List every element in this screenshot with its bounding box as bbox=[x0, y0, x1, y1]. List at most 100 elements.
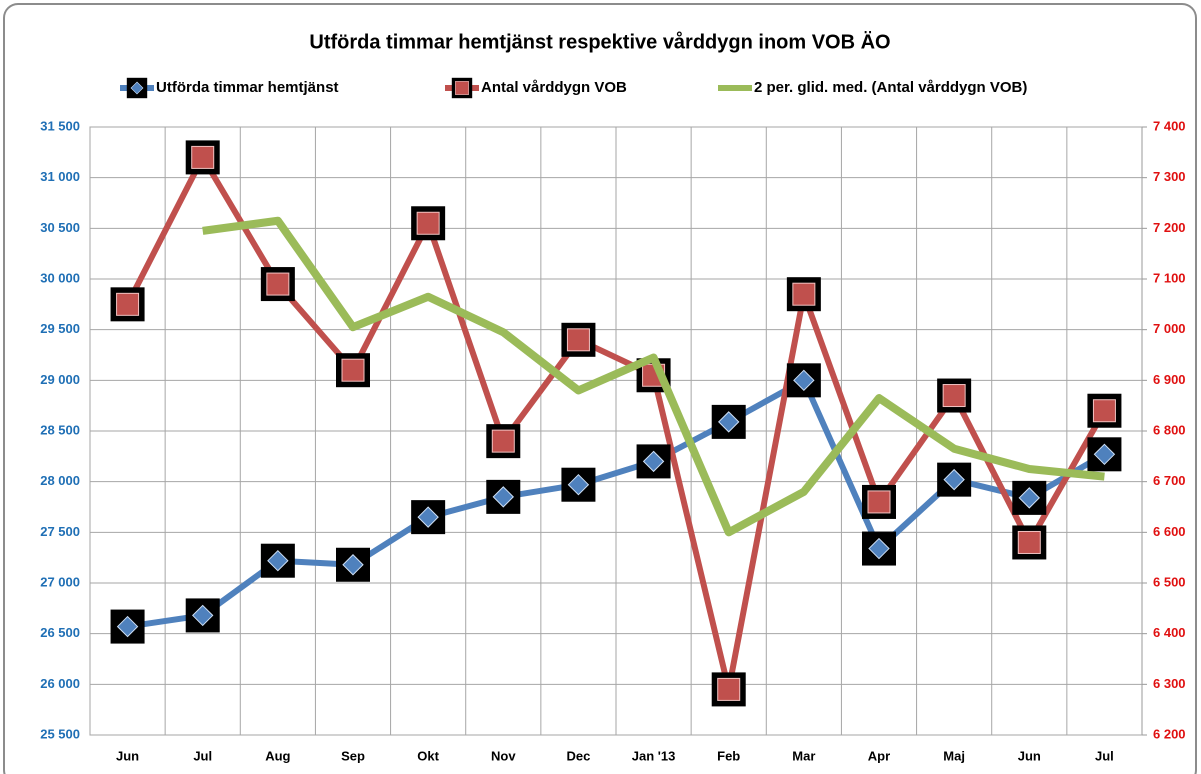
marker bbox=[411, 206, 446, 241]
marker-diamond bbox=[1018, 487, 1040, 509]
marker-square bbox=[116, 292, 140, 316]
x-tick-label: Jul bbox=[1095, 748, 1114, 763]
y-tick-label: 26 500 bbox=[40, 625, 80, 640]
x-tick-label: Feb bbox=[717, 748, 740, 763]
marker bbox=[937, 462, 972, 497]
y2-tick-label: 6 200 bbox=[1153, 726, 1186, 741]
marker bbox=[336, 547, 370, 582]
y-tick-label: 31 000 bbox=[40, 169, 80, 184]
legend-label: 2 per. glid. med. (Antal vårddygn VOB) bbox=[754, 79, 1027, 96]
x-tick-label: Okt bbox=[417, 748, 439, 763]
marker-square bbox=[266, 272, 290, 296]
marker bbox=[561, 322, 596, 357]
y2-tick-label: 6 600 bbox=[1153, 524, 1186, 539]
y-tick-label: 25 500 bbox=[40, 726, 80, 741]
y-tick-label: 31 500 bbox=[40, 118, 80, 133]
x-tick-label: Jan '13 bbox=[632, 748, 676, 763]
y-tick-label: 30 500 bbox=[40, 220, 80, 235]
marker-diamond bbox=[342, 554, 364, 576]
y2-tick-label: 7 400 bbox=[1153, 118, 1186, 133]
y-tick-label: 29 500 bbox=[40, 321, 80, 336]
y-tick-label: 28 500 bbox=[40, 422, 80, 437]
x-tick-label: Maj bbox=[943, 748, 965, 763]
x-tick-label: Mar bbox=[792, 748, 815, 763]
marker-square bbox=[792, 282, 816, 306]
marker bbox=[786, 277, 821, 312]
marker bbox=[336, 353, 370, 388]
x-tick-label: Dec bbox=[566, 748, 590, 763]
marker-square bbox=[191, 145, 215, 169]
marker-square bbox=[341, 358, 365, 382]
marker-diamond bbox=[116, 615, 139, 638]
y-tick-label: 26 000 bbox=[40, 676, 80, 691]
y2-tick-label: 6 500 bbox=[1153, 574, 1186, 589]
y2-tick-label: 7 000 bbox=[1153, 321, 1186, 336]
marker-square bbox=[491, 429, 515, 453]
marker bbox=[636, 444, 671, 479]
marker-square bbox=[416, 211, 440, 235]
legend-label: Utförda timmar hemtjänst bbox=[156, 79, 339, 96]
series-line bbox=[202, 216, 1105, 537]
marker bbox=[862, 484, 896, 519]
y2-tick-label: 6 300 bbox=[1153, 676, 1186, 691]
x-tick-label: Jul bbox=[193, 748, 212, 763]
marker-square bbox=[1017, 530, 1041, 554]
x-tick-label: Jun bbox=[1018, 748, 1041, 763]
marker bbox=[110, 609, 145, 644]
marker bbox=[411, 500, 446, 535]
marker bbox=[1087, 393, 1122, 428]
marker bbox=[486, 424, 521, 459]
y2-tick-label: 7 300 bbox=[1153, 169, 1186, 184]
marker bbox=[1012, 525, 1047, 560]
marker-diamond bbox=[130, 81, 144, 95]
marker-diamond bbox=[642, 450, 665, 473]
y2-tick-label: 7 200 bbox=[1153, 220, 1186, 235]
marker-square bbox=[566, 328, 590, 352]
marker bbox=[185, 598, 220, 633]
marker bbox=[937, 378, 972, 413]
y2-tick-label: 6 900 bbox=[1153, 372, 1186, 387]
marker-diamond bbox=[492, 486, 514, 508]
marker-square bbox=[717, 677, 741, 701]
y-tick-label: 30 000 bbox=[40, 270, 80, 285]
legend-label: Antal vårddygn VOB bbox=[481, 79, 627, 96]
marker-diamond bbox=[1093, 443, 1116, 466]
marker-square bbox=[867, 490, 891, 514]
x-tick-label: Aug bbox=[265, 748, 290, 763]
marker bbox=[185, 140, 220, 175]
marker bbox=[110, 287, 145, 322]
y2-tick-label: 6 800 bbox=[1153, 422, 1186, 437]
y-tick-label: 27 500 bbox=[40, 524, 80, 539]
marker bbox=[786, 363, 821, 398]
marker-square bbox=[455, 81, 469, 95]
y-tick-label: 29 000 bbox=[40, 372, 80, 387]
marker bbox=[561, 467, 596, 502]
marker bbox=[711, 404, 746, 439]
marker bbox=[486, 479, 521, 514]
marker bbox=[260, 543, 295, 578]
marker bbox=[1087, 437, 1122, 472]
marker-diamond bbox=[868, 537, 890, 560]
marker-square bbox=[1092, 399, 1116, 423]
marker-square bbox=[942, 384, 966, 408]
marker-diamond bbox=[567, 473, 590, 496]
y2-tick-label: 6 400 bbox=[1153, 625, 1186, 640]
marker bbox=[862, 531, 896, 566]
marker bbox=[260, 267, 295, 302]
marker-diamond bbox=[267, 549, 289, 572]
marker-diamond bbox=[943, 468, 965, 491]
x-tick-label: Apr bbox=[868, 748, 890, 763]
marker bbox=[1012, 480, 1047, 515]
marker-diamond bbox=[417, 506, 439, 528]
marker bbox=[451, 77, 473, 99]
marker bbox=[711, 672, 746, 707]
x-tick-label: Nov bbox=[491, 748, 516, 763]
marker-diamond bbox=[718, 411, 740, 433]
marker bbox=[126, 77, 148, 99]
x-tick-label: Jun bbox=[116, 748, 139, 763]
y2-tick-label: 7 100 bbox=[1153, 270, 1186, 285]
marker-diamond bbox=[192, 604, 214, 627]
y-tick-label: 28 000 bbox=[40, 473, 80, 488]
x-tick-label: Sep bbox=[341, 748, 365, 763]
